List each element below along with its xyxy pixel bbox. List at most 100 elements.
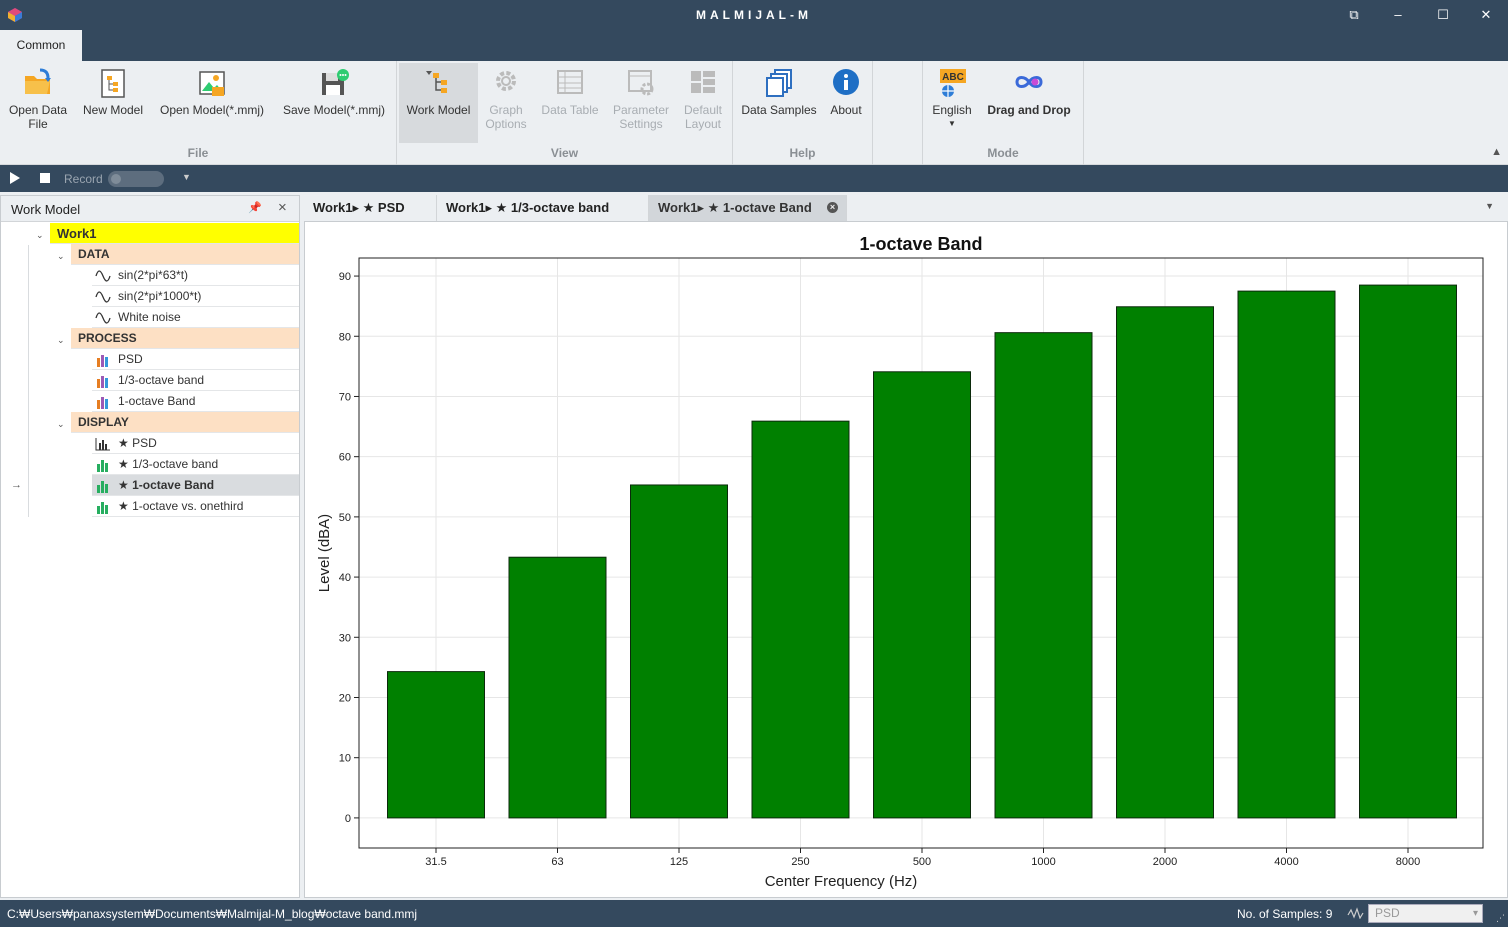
default-layout-label-1: Default: [683, 103, 723, 117]
toolbar-dropdown-icon[interactable]: ▼: [182, 172, 191, 182]
open-model-button[interactable]: Open Model(*.mmj): [154, 63, 270, 143]
y-tick-label: 10: [339, 753, 351, 765]
data-table-button[interactable]: Data Table: [536, 63, 604, 143]
bar-1000: [994, 332, 1093, 819]
default-layout-button[interactable]: Default Layout: [676, 63, 730, 143]
maximize-button[interactable]: ☐: [1437, 7, 1449, 22]
work-model-title: Work Model: [11, 202, 81, 217]
record-label: Record: [64, 172, 103, 186]
work-model-icon: [425, 71, 447, 93]
work-model-panel: Work Model 📌 × ⌄ Work1 ⌄ DATA sin(2*pi*6…: [0, 195, 300, 898]
about-label: About: [830, 103, 862, 117]
layout-icon: [691, 71, 715, 93]
ribbon-group-file: Open Data File New Model Open Model(*.mm…: [0, 61, 397, 165]
ribbon-group-mode-name: Mode: [987, 146, 1019, 160]
open-data-file-label-2: File: [28, 117, 48, 131]
y-tick-label: 50: [339, 512, 351, 524]
octave-band-chart: 1-octave Band 0 10 20 30 40 50 60 70 80 90 31.5 63 1…: [316, 234, 1484, 890]
tree-item-data-1[interactable]: sin(2*pi*63*t): [92, 265, 299, 286]
close-window-button[interactable]: ✕: [1480, 7, 1492, 22]
bar-31.5: [387, 671, 485, 819]
data-samples-label: Data Samples: [741, 103, 817, 117]
tree-item-data-2[interactable]: sin(2*pi*1000*t): [92, 286, 299, 307]
data-samples-button[interactable]: Data Samples: [739, 63, 819, 143]
x-tick-label: 63: [551, 856, 563, 868]
tree-item-display-2[interactable]: ★ 1/3-octave band: [92, 454, 299, 475]
pin-icon[interactable]: 📌: [248, 202, 262, 214]
gear-icon: [496, 71, 516, 91]
language-button[interactable]: ABC English ▼: [927, 63, 977, 143]
close-panel-icon[interactable]: ×: [278, 199, 287, 216]
parameter-settings-button[interactable]: Parameter Settings: [608, 63, 674, 143]
tree-section-process[interactable]: PROCESS: [71, 328, 299, 349]
tree-item-label: PSD: [118, 352, 143, 366]
y-tick-label: 20: [339, 692, 351, 704]
bar-500: [873, 371, 971, 819]
ribbon-group-view: Work Model Graph Options Data Table Para…: [397, 61, 733, 165]
tree-item-label: ★ PSD: [118, 436, 157, 450]
display-type-select[interactable]: PSD: [1368, 904, 1483, 923]
record-toggle[interactable]: [108, 171, 164, 187]
tree-item-data-3[interactable]: White noise: [92, 307, 299, 328]
y-tick-label: 40: [339, 572, 351, 584]
tab-psd[interactable]: Work1▸ ★ PSD: [304, 195, 437, 221]
display-collapse-icon[interactable]: ⌄: [57, 419, 65, 429]
ribbon: Open Data File New Model Open Model(*.mm…: [0, 61, 1508, 165]
x-tick-label: 500: [913, 856, 931, 868]
bar-4000: [1237, 290, 1336, 819]
tree-item-display-3-selected[interactable]: ★ 1-octave Band: [92, 475, 299, 496]
tree-item-display-4[interactable]: ★ 1-octave vs. onethird: [92, 496, 299, 517]
work-model-button[interactable]: Work Model: [399, 63, 478, 143]
tree-item-label: sin(2*pi*63*t): [118, 268, 189, 282]
x-axis-label: Center Frequency (Hz): [765, 873, 918, 890]
bar-layer: [387, 284, 1457, 819]
sample-count: No. of Samples: 9: [1237, 907, 1333, 921]
y-tick-label: 70: [339, 391, 351, 403]
ribbon-group-mode: ABC English ▼ Drag and Drop Mode: [923, 61, 1084, 165]
title-bar: MALMIJAL-M ⧉ – ☐ ✕: [0, 0, 1508, 30]
tree-root-work1[interactable]: Work1: [50, 223, 299, 244]
tree-item-label: ★ 1/3-octave band: [118, 457, 219, 471]
open-folder-icon: [25, 68, 51, 94]
tree-item-process-2[interactable]: 1/3-octave band: [92, 370, 299, 391]
process-collapse-icon[interactable]: ⌄: [57, 335, 65, 345]
process-chart-icon: [97, 355, 108, 367]
minimize-button[interactable]: –: [1394, 7, 1402, 22]
resize-grip-icon[interactable]: ⋰: [1496, 913, 1505, 923]
close-tab-icon[interactable]: ×: [827, 202, 838, 213]
drag-and-drop-button[interactable]: Drag and Drop: [981, 63, 1077, 143]
chart-container: 1-octave Band 0 10 20 30 40 50 60 70 80 90 31.5 63 1…: [304, 221, 1508, 898]
tab-third-octave-band[interactable]: Work1▸ ★ 1/3-octave band: [437, 195, 649, 221]
tab-one-octave-band[interactable]: Work1▸ ★ 1-octave Band ×: [649, 195, 847, 221]
bar-125: [630, 484, 728, 819]
ribbon-collapse-icon[interactable]: ▲: [1491, 146, 1502, 158]
new-model-button[interactable]: New Model: [78, 63, 148, 143]
tree-item-process-3[interactable]: 1-octave Band: [92, 391, 299, 412]
tree-item-display-1[interactable]: ★ PSD: [92, 433, 299, 454]
play-icon[interactable]: [10, 172, 20, 184]
ribbon-group-help: Data Samples About Help: [733, 61, 873, 165]
file-path: C:₩Users₩panaxsystem₩Documents₩Malmijal-…: [7, 907, 418, 921]
language-dropdown-icon: ▼: [948, 119, 956, 128]
graph-options-label-2: Options: [485, 117, 527, 131]
ribbon-tab-common[interactable]: Common: [0, 30, 82, 61]
y-tick-label: 90: [339, 271, 351, 283]
save-model-button[interactable]: Save Model(*.mmj): [278, 63, 390, 143]
about-button[interactable]: About: [823, 63, 869, 143]
restore-layout-icon[interactable]: ⧉: [1349, 7, 1359, 22]
tree-item-process-1[interactable]: PSD: [92, 349, 299, 370]
open-data-file-button[interactable]: Open Data File: [4, 63, 72, 143]
new-model-icon: [101, 69, 125, 98]
parameter-settings-label-1: Parameter: [612, 103, 670, 117]
tab-label: Work1▸ ★ PSD: [313, 200, 405, 215]
ribbon-tab-strip: Common: [0, 30, 1508, 61]
tree-section-data-label: DATA: [78, 247, 110, 261]
tree-section-data[interactable]: DATA: [71, 244, 299, 265]
copies-icon: [766, 69, 792, 97]
stop-icon[interactable]: [40, 173, 50, 183]
root-collapse-icon[interactable]: ⌄: [36, 230, 44, 240]
data-collapse-icon[interactable]: ⌄: [57, 251, 65, 261]
tab-list-dropdown-icon[interactable]: ▼: [1485, 201, 1494, 211]
graph-options-button[interactable]: Graph Options: [478, 63, 534, 143]
tree-section-display[interactable]: DISPLAY: [71, 412, 299, 433]
